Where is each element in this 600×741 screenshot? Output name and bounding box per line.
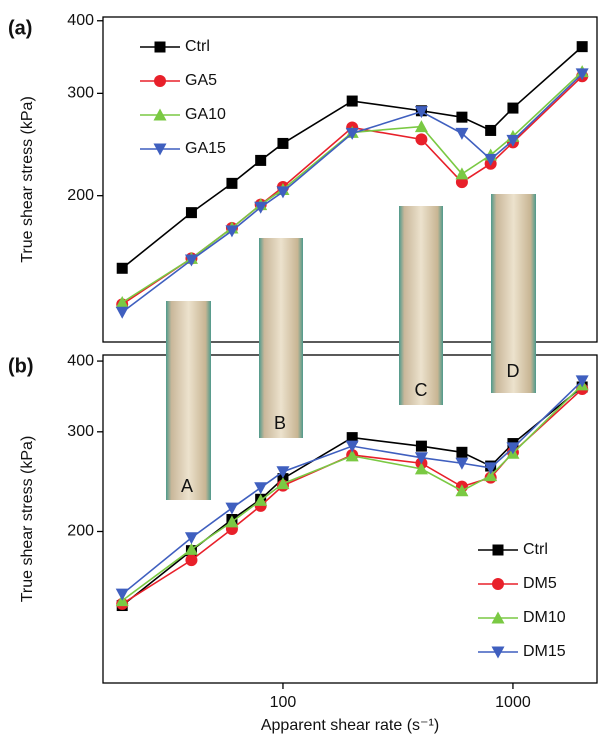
legend-label: DM15 xyxy=(523,643,566,660)
marker xyxy=(414,106,428,119)
marker xyxy=(346,95,358,107)
photo-b xyxy=(259,238,303,438)
legend-label: GA5 xyxy=(185,72,217,89)
marker xyxy=(154,41,166,53)
marker xyxy=(455,484,469,497)
marker xyxy=(276,466,290,479)
photo-d xyxy=(491,194,536,393)
marker xyxy=(277,137,289,149)
marker xyxy=(455,167,469,180)
marker xyxy=(491,646,505,659)
marker xyxy=(115,588,129,601)
inset-label: C xyxy=(415,380,428,400)
marker xyxy=(115,306,129,319)
marker xyxy=(276,186,290,199)
marker xyxy=(491,611,505,624)
marker xyxy=(226,177,238,189)
plot-frame xyxy=(102,16,598,343)
panel-label: (a) xyxy=(8,17,32,39)
marker xyxy=(492,544,504,556)
marker xyxy=(225,225,239,238)
marker xyxy=(254,493,268,506)
marker xyxy=(507,102,519,114)
x-tick-label: 100 xyxy=(270,694,297,711)
marker xyxy=(492,578,504,590)
marker xyxy=(456,446,468,458)
x-tick-label: 1000 xyxy=(495,694,531,711)
legend-label: Ctrl xyxy=(185,38,210,55)
inset-label: A xyxy=(181,476,193,496)
marker xyxy=(456,111,468,123)
marker xyxy=(345,127,359,140)
marker xyxy=(506,134,520,147)
marker xyxy=(153,108,167,121)
marker xyxy=(485,124,497,136)
marker xyxy=(346,432,358,444)
marker xyxy=(506,442,520,455)
marker xyxy=(276,477,290,490)
legend-label: GA15 xyxy=(185,140,226,157)
marker xyxy=(415,440,427,452)
marker xyxy=(254,482,268,495)
photo-insets: A B C D xyxy=(166,194,536,500)
marker xyxy=(414,120,428,133)
marker xyxy=(116,262,128,274)
marker xyxy=(184,532,198,545)
y-tick-label: 400 xyxy=(67,12,94,29)
panel-label: (b) xyxy=(8,355,34,377)
marker xyxy=(484,469,498,482)
legend-label: DM10 xyxy=(523,609,566,626)
marker xyxy=(575,68,589,81)
inset-label: D xyxy=(507,361,520,381)
marker xyxy=(414,462,428,475)
y-axis-title: True shear stress (kPa) xyxy=(19,436,36,603)
plots: (a) True shear stress (kPa) 200 300 400 Ctrl G… xyxy=(8,12,598,734)
marker xyxy=(154,75,166,87)
x-axis-title: Apparent shear rate (s⁻¹) xyxy=(261,717,439,734)
marker xyxy=(184,542,198,555)
marker xyxy=(345,449,359,462)
marker xyxy=(576,41,588,53)
photo-a xyxy=(166,301,211,500)
marker xyxy=(345,440,359,453)
marker xyxy=(455,127,469,140)
marker xyxy=(254,201,268,214)
y-axis-title: True shear stress (kPa) xyxy=(19,96,36,263)
marker xyxy=(415,133,428,146)
legend-label: DM5 xyxy=(523,575,557,592)
y-tick-label: 300 xyxy=(67,423,94,440)
marker xyxy=(255,154,267,166)
marker xyxy=(225,502,239,515)
inset-label: B xyxy=(274,413,286,433)
y-tick-label: 200 xyxy=(67,187,94,204)
marker xyxy=(185,554,198,567)
plot-frame xyxy=(102,354,598,684)
marker xyxy=(484,153,498,166)
marker xyxy=(225,515,239,528)
y-tick-label: 400 xyxy=(67,352,94,369)
y-tick-label: 300 xyxy=(67,85,94,102)
legend-label: GA10 xyxy=(185,106,226,123)
photo-c xyxy=(399,206,443,405)
marker xyxy=(455,457,469,470)
marker xyxy=(185,207,197,219)
marker xyxy=(115,295,129,308)
marker xyxy=(484,462,498,475)
marker xyxy=(575,375,589,388)
marker xyxy=(414,452,428,465)
legend-label: Ctrl xyxy=(523,541,548,558)
marker xyxy=(184,254,198,267)
marker xyxy=(153,143,167,156)
y-tick-label: 200 xyxy=(67,523,94,540)
